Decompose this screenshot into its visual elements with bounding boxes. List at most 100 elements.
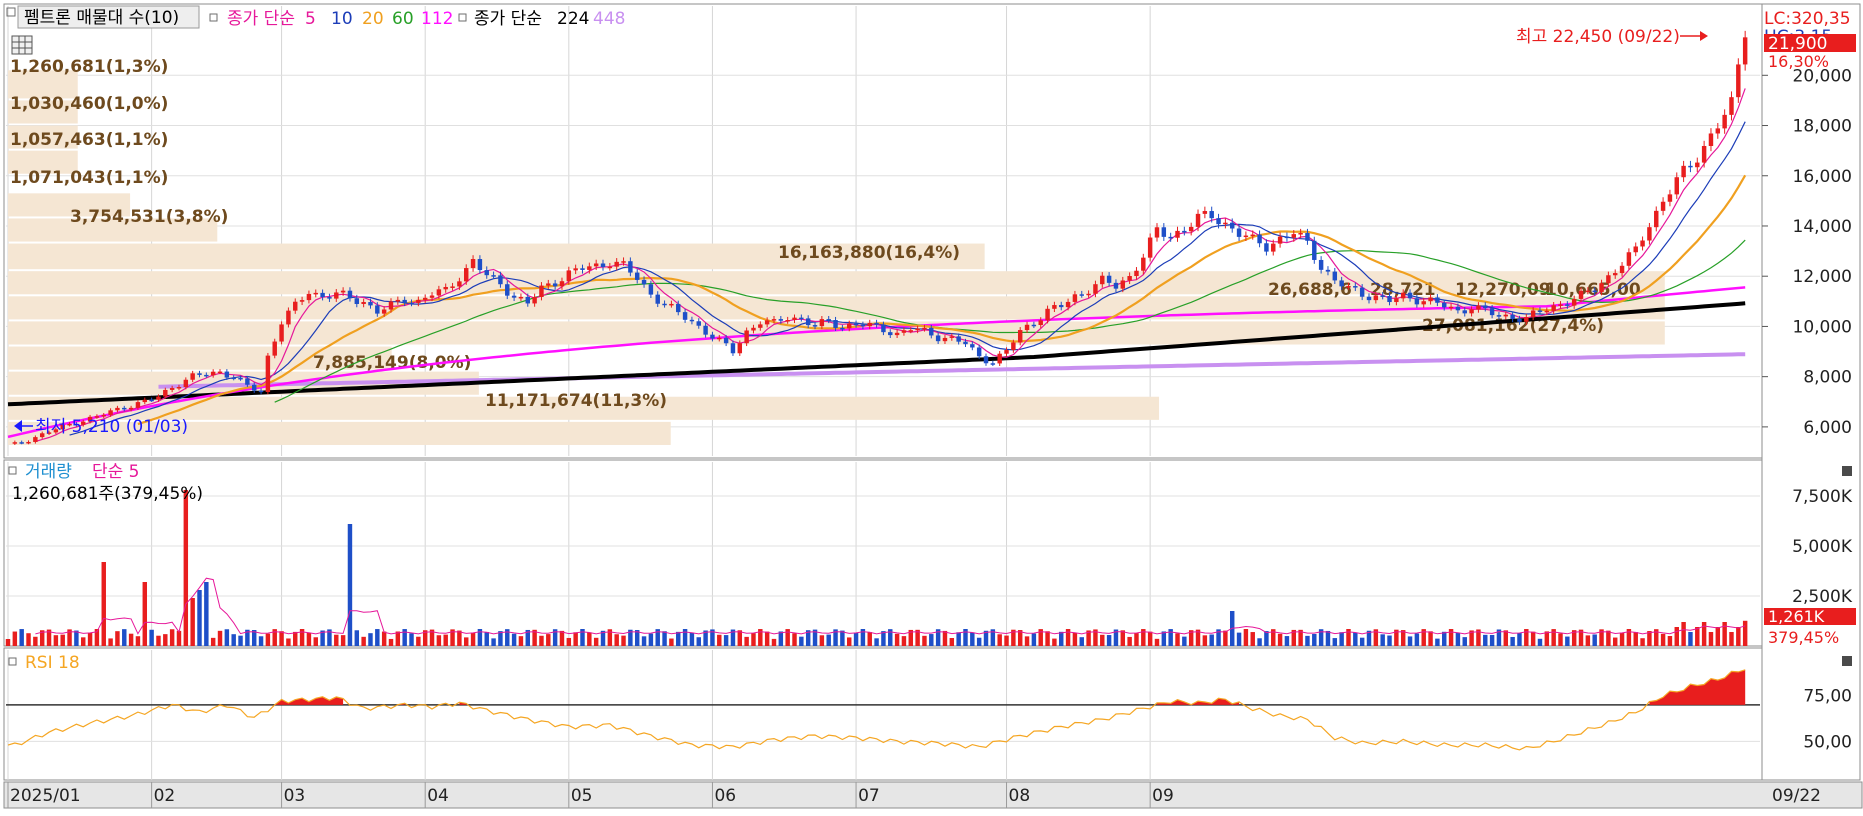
candle-body [813,325,817,327]
volume-bar [1360,638,1364,646]
candle-body [806,318,810,325]
volume-bar [1510,637,1514,646]
candle-body [368,302,372,305]
candle-body [888,332,892,335]
volume-bar [361,637,365,646]
candle-body [1722,115,1726,129]
candle-body [1141,258,1145,271]
volume-bar [1483,635,1487,646]
candle-body [744,330,748,343]
volume-bar [573,632,577,646]
volume-bar [293,632,297,646]
volume-profile-label: 1,260,681(1,3%) [10,57,168,77]
volume-bar [560,631,564,646]
candle-body [1182,231,1186,233]
volume-bar [1490,635,1494,646]
candle-body [1449,307,1453,309]
volume-bar [88,633,92,646]
volume-bar [33,637,37,646]
rsi-title: RSI 18 [25,653,80,673]
lc-label: LC:320,35 [1764,9,1851,29]
candle-body [738,343,742,353]
candle-body [826,319,830,321]
volume-bar [204,582,208,646]
candle-body [170,388,174,390]
candle-body [1510,315,1514,319]
candle-body [833,320,837,328]
candle-body [1223,223,1227,225]
rsi-close-icon[interactable] [1842,656,1852,666]
volume-profile-label: 26,688,6 [1268,280,1352,300]
candle-body [519,297,523,299]
candle-body [526,297,530,303]
volume-bar [1545,631,1549,646]
candle-body [724,338,728,343]
candle-body [1661,202,1665,211]
volume-bar [1613,638,1617,646]
candle-body [820,319,824,326]
volume-bar [1586,635,1590,646]
volume-bar [1661,634,1665,646]
volume-bar [1209,635,1213,646]
candle-body [498,275,502,284]
volume-bar [197,590,201,646]
candle-body [1093,284,1097,294]
candle-body [1339,280,1343,286]
volume-bar [1606,631,1610,646]
table-icon[interactable] [12,36,32,54]
volume-bar [1134,633,1138,646]
candle-body [327,297,331,299]
rsi-panel[interactable] [4,648,1762,780]
candle-body [225,372,229,378]
candle-body [532,297,536,303]
volume-bar [163,634,167,646]
volume-bar [717,635,721,646]
candle-body [1599,283,1603,292]
time-axis-label: 03 [284,786,306,806]
candle-body [779,319,783,321]
volume-bar [238,636,242,646]
candle-body [580,268,584,270]
candle-body [1168,237,1172,239]
candle-body [471,259,475,268]
candle-body [1551,305,1555,311]
volume-bar [1688,632,1692,646]
legend-ma10: 10 [331,9,353,29]
candle-body [115,408,119,410]
candle-body [136,402,140,408]
volume-bar [409,633,413,646]
candle-body [1121,280,1125,288]
volume-bar [457,631,461,646]
candle-body [792,318,796,320]
volume-bar [567,638,571,646]
candle-body [1442,303,1446,308]
current-change: 16,30% [1768,52,1829,71]
volume-bar [341,635,345,646]
candle-body [567,270,571,281]
volume-profile-label: 1,057,463(1,1%) [10,130,168,150]
volume-bar [1517,633,1521,646]
volume-panel[interactable] [4,460,1762,646]
candle-body [1346,286,1350,288]
volume-profile-label: 10,665,00 [1545,280,1641,300]
legend-ma224: 224 [557,9,589,29]
volume-bar [1052,639,1056,646]
volume-bar [334,635,338,646]
candle-body [1606,275,1610,283]
volume-bar [1620,633,1624,646]
volume-close-icon[interactable] [1842,466,1852,476]
volume-bar [854,633,858,646]
legend-ma448: 448 [593,9,625,29]
candle-body [1038,320,1042,325]
volume-bar [266,634,270,646]
candle-body [1312,241,1316,260]
candle-body [936,335,940,341]
volume-bar [1504,630,1508,646]
candle-body [922,328,926,330]
volume-bar [1237,633,1241,646]
candle-body [1278,237,1282,244]
candle-body [1230,223,1234,229]
volume-profile-label: 3,754,531(3,8%) [70,207,228,227]
volume-bar [286,638,290,646]
